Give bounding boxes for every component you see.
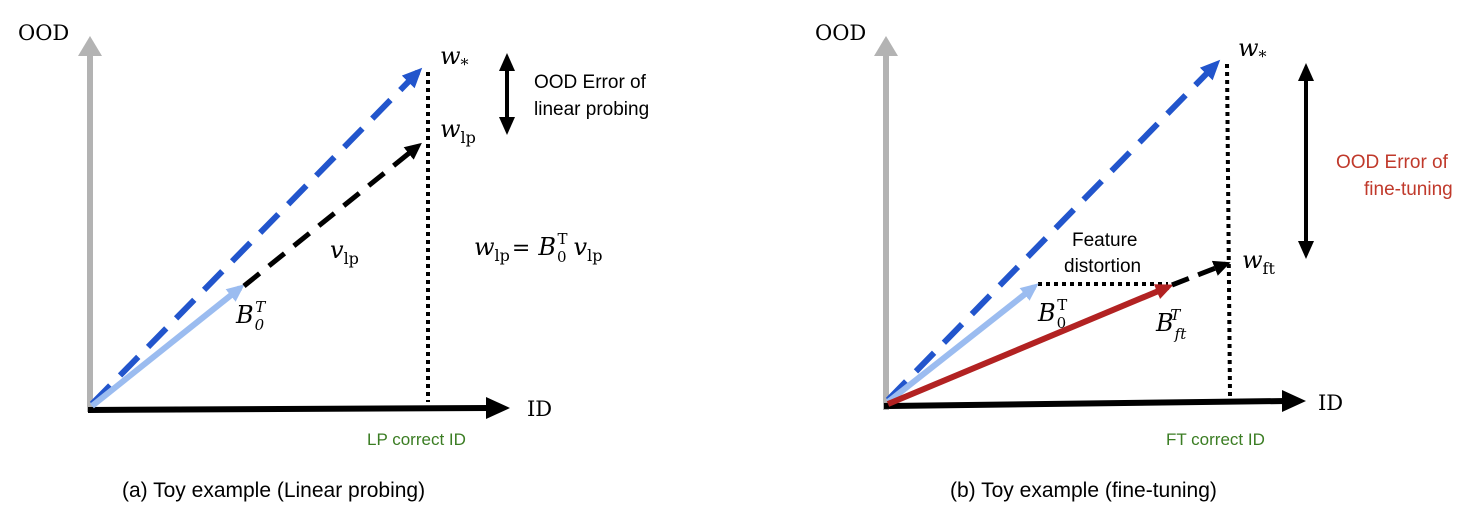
v-lp-arrow (242, 142, 422, 288)
y-axis-label: OOD (18, 21, 69, 45)
w-star-label: w* (1238, 34, 1267, 66)
x-axis (87, 405, 491, 413)
equation: wlp= B0T vlp (474, 230, 602, 266)
w-star-label: w* (440, 42, 469, 74)
y-axis-arrowhead (874, 36, 898, 56)
x-axis-arrowhead (486, 397, 510, 419)
feature-label-line1: Feature (1072, 230, 1137, 251)
b0-label: B0T (1037, 296, 1067, 332)
error-label-line1: OOD Error of (534, 72, 647, 93)
x-axis-arrowhead (1282, 390, 1306, 412)
correct-id-label: LP correct ID (367, 430, 466, 449)
panel-a: OOD ID w* wlp vlp B0T wlp= B0T vlp OOD Err… (18, 21, 649, 502)
feature-label-line2: distortion (1064, 256, 1141, 277)
error-label-line1: OOD Error of (1336, 152, 1449, 173)
b0-label: B0T (235, 298, 266, 334)
w-star-arrow (885, 59, 1221, 403)
caption-a: (a) Toy example (Linear probing) (122, 479, 425, 502)
b0-arrow (886, 283, 1039, 405)
panel-b: OOD ID w* wft B0T BftT Feature distortio… (815, 21, 1453, 502)
x-axis-label: ID (527, 397, 552, 421)
bft-arrow (886, 284, 1174, 407)
w-ft-label: wft (1242, 246, 1275, 278)
w-star-arrow (89, 67, 423, 407)
y-axis-arrowhead (78, 36, 102, 56)
caption-b: (b) Toy example (fine-tuning) (950, 479, 1217, 502)
error-label-line2: fine-tuning (1364, 179, 1453, 200)
v-lp-label: vlp (330, 236, 359, 268)
x-axis-label: ID (1318, 391, 1343, 415)
w-ft-arrow (1171, 260, 1231, 288)
w-lp-label: wlp (440, 115, 476, 147)
error-label-line2: linear probing (534, 99, 649, 120)
dotted-vertical (1225, 63, 1232, 397)
b0-arrow (90, 284, 245, 409)
y-axis-label: OOD (815, 21, 866, 45)
bft-label: BftT (1155, 306, 1187, 343)
correct-id-label: FT correct ID (1166, 430, 1265, 449)
x-axis (883, 398, 1287, 409)
